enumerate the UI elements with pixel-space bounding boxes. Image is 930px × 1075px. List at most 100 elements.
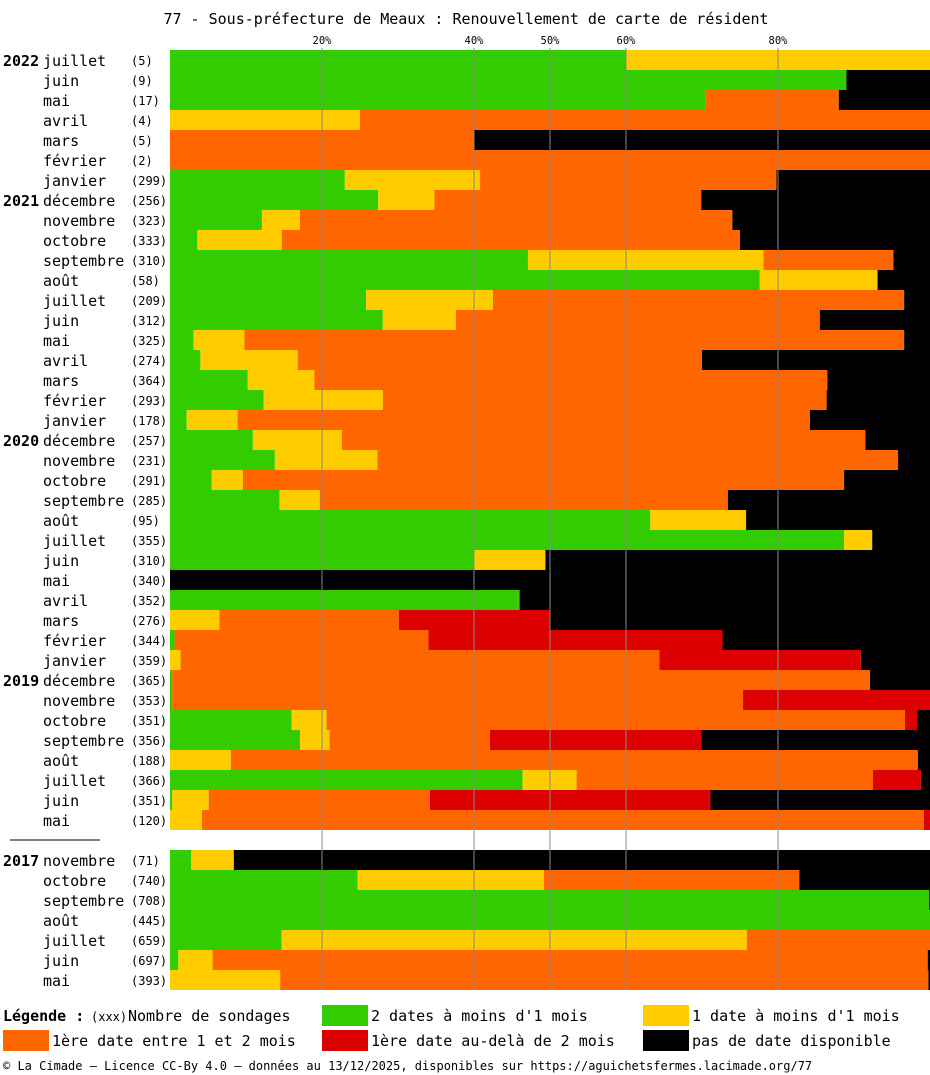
- bar-segment-s2: [344, 170, 481, 190]
- bar-segment-s2: [759, 270, 878, 290]
- month-label: novembre: [43, 452, 115, 470]
- count-label: (697): [131, 954, 167, 968]
- bar-segment-s3: [705, 90, 839, 110]
- bar-segment-s5: [727, 490, 930, 510]
- bar-segment-s5: [827, 370, 930, 390]
- count-label: (708): [131, 894, 167, 908]
- bar-segment-s1: [170, 230, 198, 250]
- x-tick-label: 40%: [465, 35, 485, 47]
- bar-segment-s4: [873, 770, 921, 790]
- count-label: (285): [131, 494, 167, 508]
- gridlines: [321, 48, 779, 990]
- bar-segment-s4: [428, 630, 723, 650]
- bar-segment-s2: [197, 230, 282, 250]
- count-label: (355): [131, 534, 167, 548]
- row-labels: 2022 juillet (5)juin (9)mai (17)avril (4)mars…: [3, 52, 167, 990]
- count-label: (293): [131, 394, 167, 408]
- month-label: mai: [43, 972, 70, 990]
- count-label: (393): [131, 974, 167, 988]
- bar-segment-s2: [274, 450, 378, 470]
- month-label: novembre: [43, 852, 115, 870]
- count-label: (356): [131, 734, 167, 748]
- count-label: (274): [131, 354, 167, 368]
- month-label: octobre: [43, 872, 106, 890]
- month-label: février: [43, 392, 106, 410]
- count-label: (178): [131, 414, 167, 428]
- count-label: (5): [131, 134, 153, 148]
- bar-segment-s5: [701, 730, 930, 750]
- legend-count-label: Nombre de sondages: [128, 1007, 291, 1025]
- count-label: (340): [131, 574, 167, 588]
- bar-segment-s5: [860, 650, 930, 670]
- bar-segment-s2: [170, 650, 181, 670]
- month-label: octobre: [43, 712, 106, 730]
- bar-segment-s1: [170, 950, 179, 970]
- bar-segment-s1: [170, 170, 345, 190]
- month-label: août: [43, 272, 79, 290]
- bar-segment-s2: [200, 350, 298, 370]
- count-label: (359): [131, 654, 167, 668]
- chart-title: 77 - Sous-préfecture de Meaux : Renouvel…: [163, 10, 768, 28]
- bar-segment-s3: [576, 770, 873, 790]
- count-label: (333): [131, 234, 167, 248]
- year-label: 2022: [3, 52, 39, 70]
- bar-segment-s5: [893, 250, 930, 270]
- bar-segment-s3: [319, 490, 728, 510]
- bar-segment-s2: [186, 410, 238, 430]
- bar-segment-s5: [746, 510, 930, 530]
- legend-label-pas-de-date: pas de date disponible: [692, 1032, 891, 1050]
- bar-segment-s3: [208, 790, 430, 810]
- bar-segment-s2: [170, 610, 220, 630]
- month-label: mai: [43, 332, 70, 350]
- bar-segment-s5: [904, 330, 930, 350]
- bar-segment-s4: [659, 650, 861, 670]
- month-label: juin: [43, 792, 79, 810]
- bar-segment-s2: [650, 510, 747, 530]
- bar-segment-s1: [170, 730, 300, 750]
- count-label: (353): [131, 694, 167, 708]
- bar-segment-s2: [191, 850, 234, 870]
- count-label: (257): [131, 434, 167, 448]
- month-label: mai: [43, 812, 70, 830]
- bar-segment-s1: [170, 370, 248, 390]
- count-label: (291): [131, 474, 167, 488]
- bar-segment-s4: [489, 730, 702, 750]
- bar-segment-s1: [170, 450, 275, 470]
- x-tick-label: 60%: [617, 35, 637, 47]
- bar-segment-s5: [838, 90, 930, 110]
- count-label: (71): [131, 854, 160, 868]
- count-label: (17): [131, 94, 160, 108]
- bar-segment-s2: [211, 470, 243, 490]
- bar-segment-s5: [545, 550, 930, 570]
- bar-segment-s3: [763, 250, 894, 270]
- year-label: 2021: [3, 192, 39, 210]
- bar-segment-s3: [219, 610, 399, 630]
- bar-segment-s5: [920, 770, 930, 790]
- legend-label-1-2-mois: 1ère date entre 1 et 2 mois: [52, 1032, 296, 1050]
- bar-segment-s5: [233, 850, 930, 870]
- legend-label-1-date: 1 date à moins d'1 mois: [692, 1007, 900, 1025]
- month-label: novembre: [43, 212, 115, 230]
- bar-segment-s5: [869, 670, 930, 690]
- bar-segment-s2: [474, 550, 546, 570]
- legend-label-au-dela-2-mois: 1ère date au-delà de 2 mois: [371, 1032, 615, 1050]
- bar-segment-s5: [872, 530, 930, 550]
- bar-segment-s3: [281, 230, 740, 250]
- legend-title: Légende :: [3, 1007, 84, 1025]
- month-label: novembre: [43, 692, 115, 710]
- bar-segment-s3: [172, 670, 870, 690]
- bar-segment-s5: [877, 270, 930, 290]
- bar-segment-s1: [170, 710, 292, 730]
- bar-segment-s5: [740, 230, 930, 250]
- month-label: janvier: [43, 172, 106, 190]
- bar-segment-s3: [382, 390, 827, 410]
- bar-segment-s5: [702, 350, 930, 370]
- bar-segment-s5: [826, 390, 930, 410]
- bar-segment-s5: [865, 430, 930, 450]
- legend-label-2-dates: 2 dates à moins d'1 mois: [371, 1007, 588, 1025]
- month-label: janvier: [43, 652, 106, 670]
- bar-segment-s3: [280, 970, 929, 990]
- month-label: avril: [43, 592, 88, 610]
- month-label: mai: [43, 92, 70, 110]
- bar-segment-s1: [170, 90, 706, 110]
